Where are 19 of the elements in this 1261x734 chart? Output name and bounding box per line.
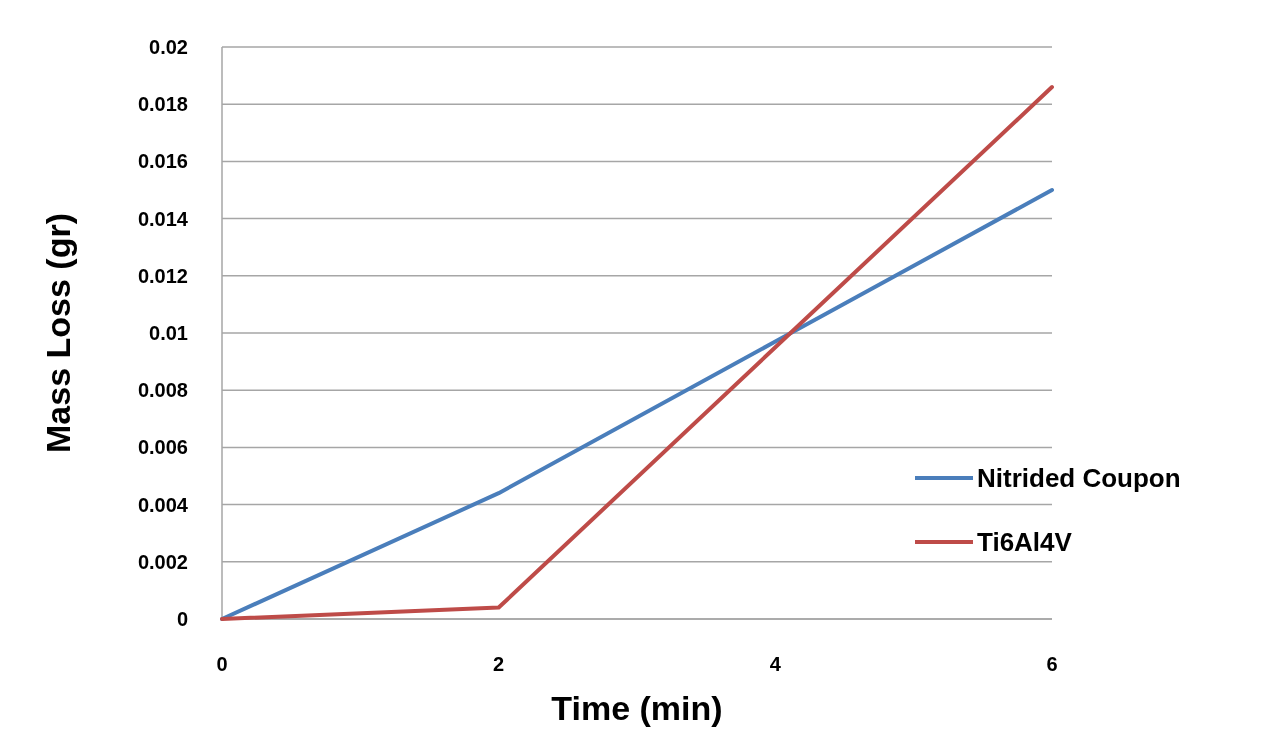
y-tick-label: 0.016 bbox=[137, 150, 188, 173]
x-axis-title: Time (min) bbox=[551, 689, 723, 727]
x-tick-label: 2 bbox=[493, 653, 505, 675]
y-tick-label: 0.006 bbox=[137, 436, 188, 459]
y-tick-label: 0.01 bbox=[149, 322, 188, 344]
legend-label: Nitrided Coupon bbox=[977, 463, 1181, 494]
y-tick-label: 0 bbox=[176, 608, 188, 630]
y-tick-label: 0.002 bbox=[137, 550, 188, 573]
x-tick-label: 6 bbox=[1046, 653, 1058, 675]
y-tick-label: 0.004 bbox=[137, 493, 189, 516]
y-tick-label: 0.02 bbox=[149, 36, 188, 58]
y-tick-label: 0.018 bbox=[137, 93, 188, 116]
y-tick-label: 0.008 bbox=[137, 379, 188, 402]
y-tick-label: 0.012 bbox=[137, 264, 188, 287]
legend-label: Ti6Al4V bbox=[977, 527, 1073, 558]
x-tick-label: 0 bbox=[216, 653, 228, 675]
y-tick-label: 0.014 bbox=[137, 207, 189, 230]
x-tick-label: 4 bbox=[769, 653, 782, 675]
y-axis-title: Mass Loss (gr) bbox=[39, 213, 77, 453]
